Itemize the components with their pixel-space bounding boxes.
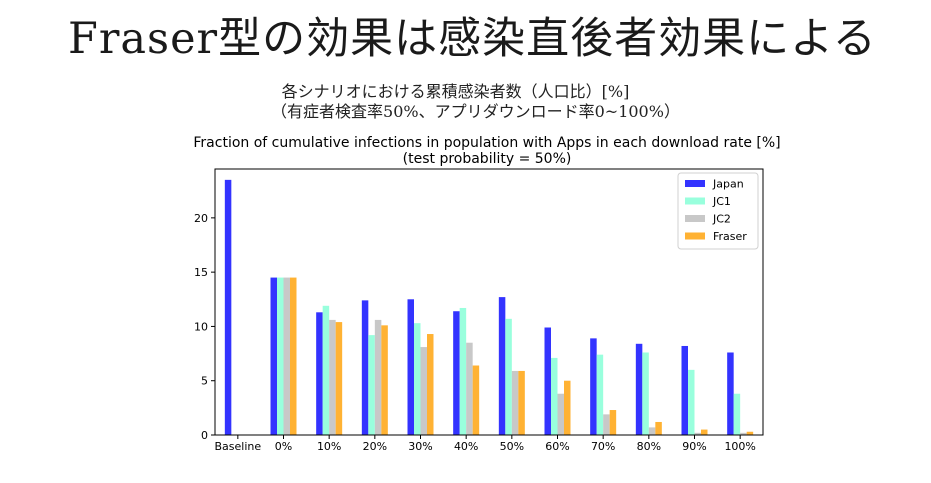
legend-swatch-japan bbox=[685, 180, 705, 187]
bar-fraser-6 bbox=[518, 370, 525, 435]
slide-title: Fraser型の効果は感染直後者効果による bbox=[68, 14, 877, 64]
bar-jc1-1 bbox=[277, 277, 284, 435]
bars-layer bbox=[224, 179, 754, 435]
bar-jc2-1 bbox=[283, 277, 290, 435]
bar-fraser-5 bbox=[472, 365, 480, 435]
bar-jc1-11 bbox=[733, 393, 741, 435]
legend-swatch-jc2 bbox=[685, 215, 705, 222]
x-tick-label: 20% bbox=[363, 440, 387, 453]
bar-jc1-5 bbox=[459, 307, 467, 435]
bar-japan-6 bbox=[498, 297, 506, 435]
slide-subtitle-line2: （有症者検査率50%、アプリダウンロード率0~100%） bbox=[271, 102, 680, 121]
x-tick-label: Baseline bbox=[215, 440, 262, 453]
chart-subtitle: (test probability = 50%) bbox=[403, 151, 572, 167]
y-tick-label: 20 bbox=[194, 212, 208, 225]
bar-fraser-2 bbox=[335, 322, 343, 435]
x-tick-label: 80% bbox=[637, 440, 661, 453]
x-tick-label: 50% bbox=[500, 440, 524, 453]
chart-title: Fraction of cumulative infections in pop… bbox=[193, 135, 780, 151]
x-tick-label: 100% bbox=[724, 440, 755, 453]
bar-fraser-9 bbox=[655, 421, 662, 435]
bar-fraser-8 bbox=[609, 410, 617, 435]
bar-jc1-7 bbox=[551, 357, 558, 435]
bar-fraser-10 bbox=[701, 429, 708, 435]
y-tick-label: 5 bbox=[201, 375, 208, 388]
bar-japan-4 bbox=[407, 299, 414, 435]
bar-fraser-4 bbox=[427, 334, 434, 435]
bar-jc2-11 bbox=[740, 432, 747, 435]
bar-jc2-5 bbox=[466, 342, 473, 435]
y-axis: 0 5 10 15 20 bbox=[194, 212, 215, 442]
x-tick-label: 30% bbox=[408, 440, 432, 453]
x-tick-label: 40% bbox=[454, 440, 478, 453]
bar-japan-11 bbox=[727, 352, 734, 435]
slide-subtitle-line1: 各シナリオにおける累積感染者数（人口比）[%] bbox=[281, 82, 630, 101]
y-tick-label: 15 bbox=[194, 266, 208, 279]
bar-japan-8 bbox=[590, 338, 597, 435]
bar-jc2-10 bbox=[694, 432, 701, 435]
bar-fraser-7 bbox=[564, 380, 571, 435]
bar-japan-10 bbox=[681, 345, 688, 435]
bar-jc1-9 bbox=[642, 352, 649, 435]
bar-japan-3 bbox=[361, 300, 369, 435]
bar-jc2-4 bbox=[420, 347, 427, 435]
bar-japan-5 bbox=[453, 311, 460, 435]
bar-jc2-8 bbox=[603, 414, 610, 435]
legend-label-jc1: JC1 bbox=[712, 195, 731, 208]
legend-swatch-fraser bbox=[685, 232, 705, 240]
bar-jc1-3 bbox=[368, 335, 375, 435]
bar-fraser-11 bbox=[746, 431, 754, 435]
bar-japan-1 bbox=[270, 277, 277, 435]
bar-jc2-3 bbox=[374, 319, 382, 435]
bar-jc1-6 bbox=[505, 318, 512, 435]
legend-box bbox=[677, 172, 759, 250]
x-tick-label: 90% bbox=[682, 440, 706, 453]
bar-jc1-8 bbox=[596, 354, 604, 435]
y-tick-label: 10 bbox=[194, 320, 208, 333]
bar-japan-0 bbox=[224, 179, 232, 435]
bar-japan-9 bbox=[635, 343, 643, 435]
bar-fraser-3 bbox=[381, 325, 388, 435]
legend-label-jc2: JC2 bbox=[712, 213, 731, 226]
legend-label-fraser: Fraser bbox=[713, 230, 747, 243]
bar-jc2-7 bbox=[557, 393, 564, 435]
bar-jc1-4 bbox=[414, 323, 421, 435]
legend: Japan JC1 JC2 Fraser bbox=[677, 172, 759, 250]
bar-jc2-2 bbox=[329, 319, 336, 435]
plot-frame bbox=[214, 168, 764, 436]
legend-label-japan: Japan bbox=[712, 178, 744, 191]
x-tick-label: 70% bbox=[591, 440, 615, 453]
x-axis: Baseline 0% 10% 20% 30% 40% 50% 60% 70% 80% 90% 100… bbox=[215, 435, 756, 453]
bar-fraser-1 bbox=[290, 277, 297, 435]
bar-jc1-10 bbox=[688, 369, 695, 435]
x-tick-label: 60% bbox=[545, 440, 569, 453]
y-tick-label: 0 bbox=[201, 429, 208, 442]
bar-jc1-2 bbox=[322, 305, 330, 435]
bar-japan-2 bbox=[316, 312, 323, 435]
bar-japan-7 bbox=[544, 327, 551, 435]
bar-jc2-6 bbox=[511, 370, 519, 435]
bar-jc2-9 bbox=[648, 427, 656, 435]
x-tick-label: 0% bbox=[275, 440, 292, 453]
x-tick-label: 10% bbox=[317, 440, 341, 453]
legend-swatch-jc1 bbox=[685, 197, 705, 205]
